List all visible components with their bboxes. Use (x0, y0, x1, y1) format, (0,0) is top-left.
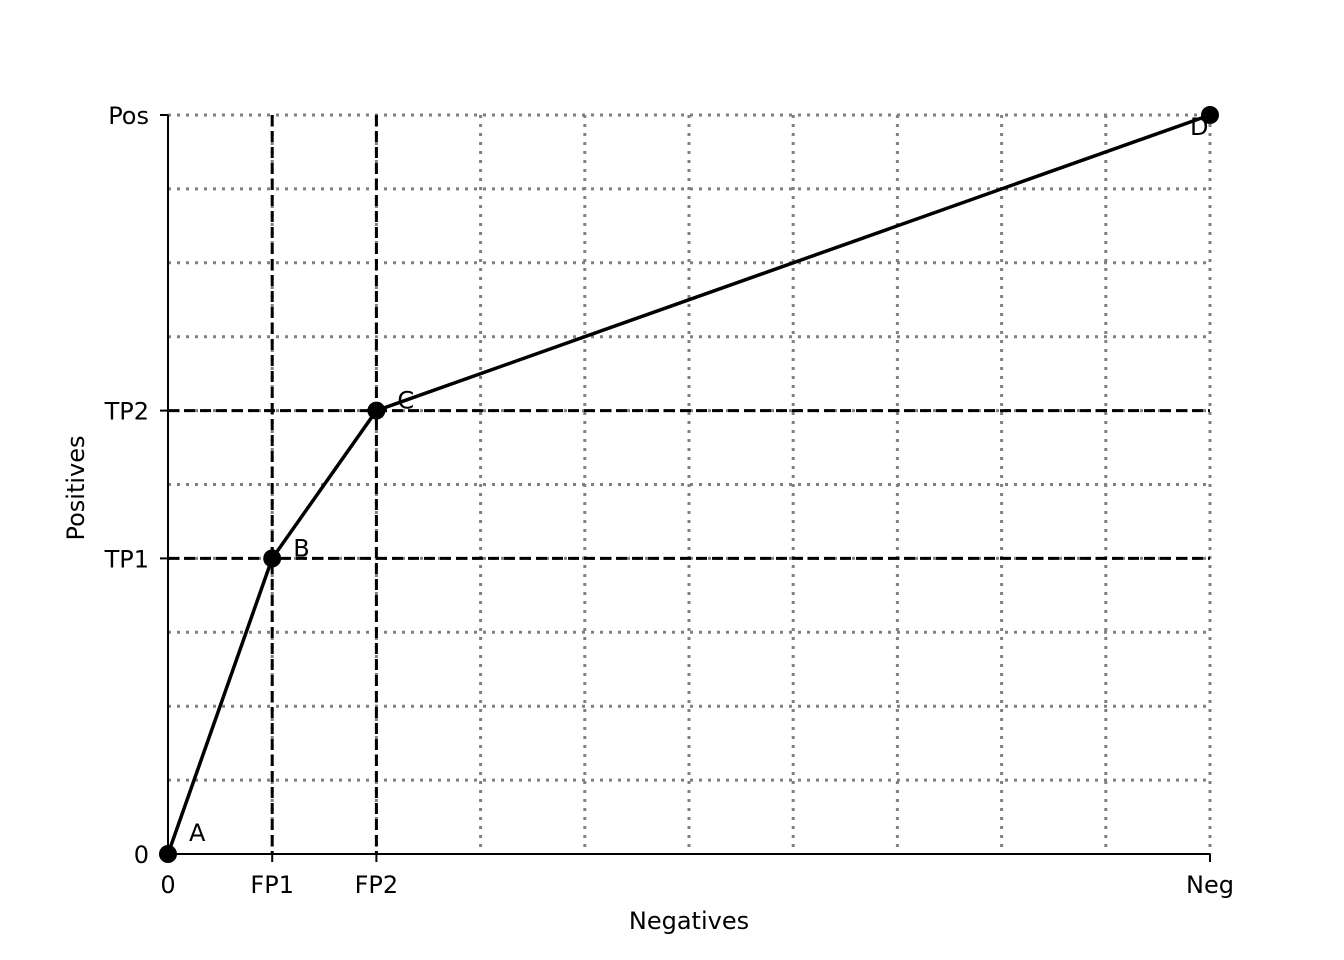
point-label-b: B (293, 534, 309, 562)
y-tick-label: TP1 (104, 545, 149, 573)
x-tick-label: FP2 (355, 871, 399, 899)
axes (160, 114, 1211, 862)
y-axis-label: Positives (62, 435, 90, 540)
x-tick-label: Neg (1186, 871, 1234, 899)
series (159, 106, 1219, 863)
data-point-b (263, 549, 282, 568)
grid-lines (168, 113, 1212, 854)
data-point-d (1201, 106, 1219, 124)
reference-lines (168, 115, 1210, 854)
x-axis-label: Negatives (629, 907, 749, 935)
labels: 0 FP1 FP2 Neg 0 TP1 TP2 Pos A B C D (104, 102, 1234, 899)
data-point-c (367, 401, 386, 420)
y-tick-label: TP2 (104, 398, 149, 426)
y-tick-label: Pos (108, 102, 149, 130)
x-tick-label: FP1 (250, 871, 294, 899)
y-tick-label: 0 (134, 841, 149, 869)
data-point-a (159, 845, 177, 863)
point-label-a: A (189, 819, 206, 847)
point-label-d: D (1190, 113, 1208, 141)
point-label-c: C (397, 387, 414, 415)
series-line (166, 113, 1211, 855)
x-tick-label: 0 (160, 871, 175, 899)
